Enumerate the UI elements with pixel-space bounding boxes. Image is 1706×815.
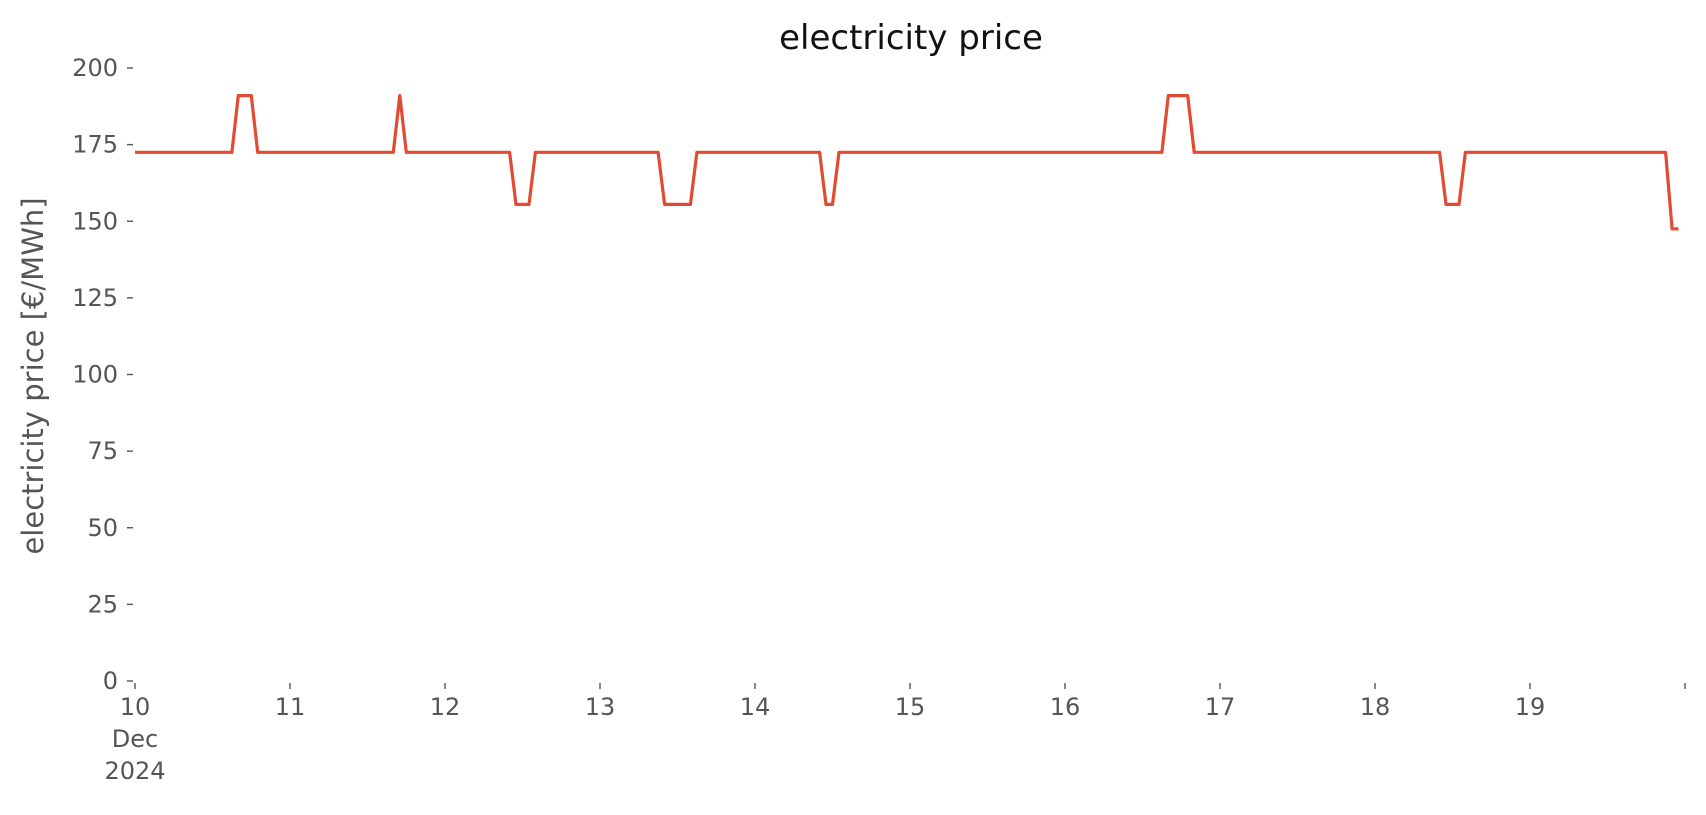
price-series-line (135, 93, 1679, 231)
y-tick-label: 75 (87, 437, 118, 465)
x-tick-label: Dec (112, 725, 158, 753)
x-tick-label: 12 (430, 693, 461, 721)
y-tick-label: 50 (87, 514, 118, 542)
x-tick-label: 2024 (104, 757, 165, 785)
x-tick-label: 17 (1205, 693, 1236, 721)
x-axis: 10 Dec 2024 11 12 13 14 15 16 17 18 19 (104, 683, 1686, 785)
x-tick-label: 19 (1515, 693, 1546, 721)
y-tick-label: 150 (72, 207, 118, 235)
x-tick-label: 10 (120, 693, 151, 721)
y-tick-label: 0 (103, 667, 118, 695)
x-tick-label: 13 (585, 693, 616, 721)
x-tick-label: 16 (1050, 693, 1081, 721)
x-tick-label: 14 (740, 693, 771, 721)
x-tick-label: 18 (1360, 693, 1391, 721)
y-tick-label: 200 (72, 54, 118, 82)
y-tick-label: 25 (87, 590, 118, 618)
chart-title: electricity price (779, 18, 1043, 58)
y-axis: 0 25 50 75 100 125 150 175 200 (72, 54, 133, 695)
y-tick-label: 125 (72, 284, 118, 312)
x-tick-label: 15 (895, 693, 926, 721)
y-tick-label: 100 (72, 361, 118, 389)
x-tick-label: 11 (275, 693, 306, 721)
y-tick-label: 175 (72, 131, 118, 159)
y-axis-label: electricity price [€/MWh] (16, 197, 50, 554)
series-layer (135, 93, 1679, 231)
